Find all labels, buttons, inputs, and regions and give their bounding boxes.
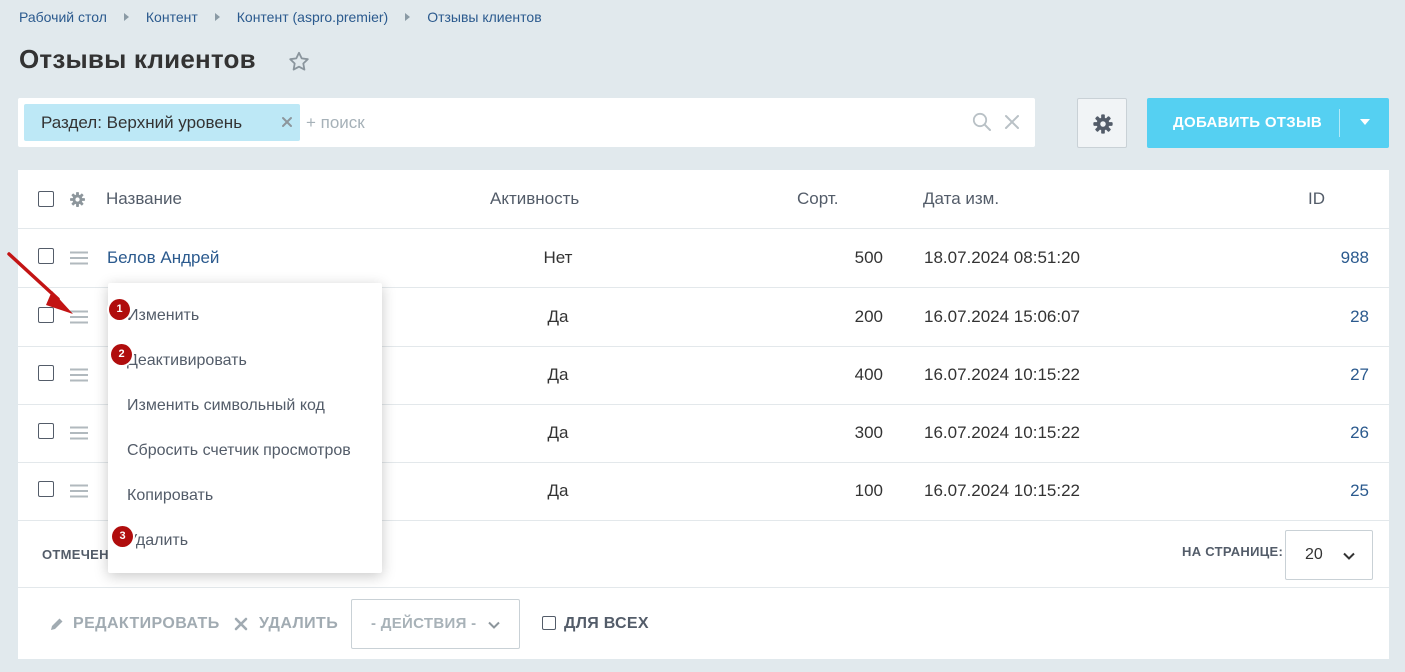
add-review-button[interactable]: ДОБАВИТЬ ОТЗЫВ — [1147, 98, 1389, 148]
column-header-sort[interactable]: Сорт. — [797, 189, 839, 208]
page-title: Отзывы клиентов — [19, 44, 256, 74]
annotation-badge: 3 — [112, 526, 133, 547]
for-all-checkbox[interactable] — [542, 616, 556, 630]
chevron-down-icon — [1343, 552, 1355, 560]
table-row[interactable]: Белов Андрей Нет 500 18.07.2024 08:51:20… — [18, 229, 1389, 288]
row-menu-icon[interactable] — [70, 251, 88, 265]
row-id-link[interactable]: 28 — [1350, 307, 1369, 326]
column-header-name[interactable]: Название — [106, 189, 182, 208]
row-id-link[interactable]: 988 — [1340, 248, 1369, 267]
row-id-link[interactable]: 26 — [1350, 423, 1369, 442]
row-menu-icon[interactable] — [70, 426, 88, 440]
pencil-icon — [51, 618, 63, 630]
row-sort: 500 — [854, 248, 883, 267]
row-menu-icon[interactable] — [70, 368, 88, 382]
row-checkbox[interactable] — [38, 423, 54, 439]
row-checkbox[interactable] — [38, 365, 54, 381]
column-settings-icon[interactable] — [69, 191, 86, 208]
row-context-menu: Изменить Деактивировать Изменить символь… — [108, 283, 382, 573]
breadcrumb-current[interactable]: Отзывы клиентов — [427, 9, 542, 25]
row-sort: 200 — [854, 307, 883, 326]
row-checkbox[interactable] — [38, 481, 54, 497]
search-icon[interactable] — [972, 112, 992, 132]
per-page-value: 20 — [1305, 546, 1323, 563]
row-sort: 100 — [854, 481, 883, 500]
row-menu-icon[interactable] — [70, 484, 88, 498]
breadcrumb-separator-icon — [405, 13, 411, 21]
row-date: 16.07.2024 10:15:22 — [924, 423, 1080, 442]
row-sort: 300 — [854, 423, 883, 442]
row-date: 16.07.2024 10:15:22 — [924, 365, 1080, 384]
actions-select-label: - ДЕЙСТВИЯ - — [371, 615, 477, 632]
star-icon[interactable] — [287, 50, 311, 74]
row-active: Да — [547, 307, 569, 326]
table-row[interactable]: Да 100 16.07.2024 10:15:22 25 — [18, 462, 1389, 521]
menu-item-deactivate[interactable]: Деактивировать — [127, 352, 247, 369]
breadcrumb-content-module[interactable]: Контент (aspro.premier) — [236, 9, 389, 25]
per-page-select[interactable]: 20 — [1285, 530, 1373, 580]
gear-icon — [1093, 114, 1113, 134]
annotation-badge: 2 — [111, 344, 132, 365]
row-sort: 400 — [854, 365, 883, 384]
grid-footer: ОТМЕЧЕН НА СТРАНИЦЕ: 20 — [18, 521, 1389, 588]
menu-item-edit-code[interactable]: Изменить символьный код — [127, 397, 325, 414]
row-name-link[interactable]: Белов Андрей — [107, 248, 220, 267]
row-date: 18.07.2024 08:51:20 — [924, 248, 1080, 267]
breadcrumb-desktop[interactable]: Рабочий стол — [19, 9, 107, 25]
select-all-checkbox[interactable] — [38, 191, 54, 207]
menu-item-reset-views[interactable]: Сбросить счетчик просмотров — [127, 442, 351, 459]
chevron-down-icon — [488, 621, 500, 629]
settings-button[interactable] — [1077, 98, 1127, 148]
search-input[interactable] — [306, 106, 906, 139]
column-header-date[interactable]: Дата изм. — [923, 189, 1000, 208]
close-icon — [234, 617, 248, 631]
group-actions-panel: РЕДАКТИРОВАТЬ УДАЛИТЬ - ДЕЙСТВИЯ - ДЛЯ В… — [18, 589, 1389, 659]
menu-item-copy[interactable]: Копировать — [127, 487, 214, 504]
grid-header: Название Активность Сорт. Дата изм. ID — [18, 170, 1389, 229]
row-date: 16.07.2024 15:06:07 — [924, 307, 1080, 326]
for-all-label[interactable]: ДЛЯ ВСЕХ — [564, 615, 649, 632]
add-review-label: ДОБАВИТЬ ОТЗЫВ — [1173, 114, 1323, 131]
row-active: Да — [547, 365, 569, 384]
breadcrumb-separator-icon — [214, 13, 220, 21]
tag-close-icon[interactable] — [280, 115, 294, 129]
row-active: Да — [547, 481, 569, 500]
breadcrumb-separator-icon — [123, 13, 129, 21]
table-row[interactable]: Да 300 16.07.2024 10:15:22 26 — [18, 404, 1389, 463]
filter-tag[interactable]: Раздел: Верхний уровень — [24, 104, 300, 141]
filter-bar: Раздел: Верхний уровень — [18, 98, 1035, 147]
annotation-arrow-icon — [7, 252, 73, 314]
row-date: 16.07.2024 10:15:22 — [924, 481, 1080, 500]
dropdown-arrow-icon[interactable] — [1360, 119, 1370, 125]
actions-select[interactable]: - ДЕЙСТВИЯ - — [351, 599, 520, 649]
delete-action-button[interactable]: УДАЛИТЬ — [259, 615, 339, 632]
annotation-badge: 1 — [109, 299, 130, 320]
column-header-id[interactable]: ID — [1308, 189, 1325, 208]
menu-item-edit[interactable]: Изменить — [127, 307, 200, 324]
breadcrumb: Рабочий стол Контент Контент (aspro.prem… — [19, 8, 542, 26]
filter-tag-label: Раздел: Верхний уровень — [41, 113, 243, 132]
row-id-link[interactable]: 25 — [1350, 481, 1369, 500]
per-page-label: НА СТРАНИЦЕ: — [1182, 544, 1284, 559]
row-menu-icon[interactable] — [70, 310, 88, 324]
row-active: Нет — [543, 248, 573, 267]
edit-action-button[interactable]: РЕДАКТИРОВАТЬ — [73, 615, 220, 632]
breadcrumb-content[interactable]: Контент — [145, 9, 198, 25]
row-active: Да — [547, 423, 569, 442]
marked-counter-label: ОТМЕЧЕН — [42, 547, 109, 562]
table-row[interactable]: Да 400 16.07.2024 10:15:22 27 — [18, 346, 1389, 405]
table-row[interactable]: Да 200 16.07.2024 15:06:07 28 — [18, 288, 1389, 347]
column-header-active[interactable]: Активность — [490, 189, 580, 208]
menu-item-delete[interactable]: Удалить — [127, 532, 189, 549]
row-checkbox[interactable] — [38, 248, 54, 264]
row-id-link[interactable]: 27 — [1350, 365, 1369, 384]
add-button-divider — [1339, 109, 1340, 137]
row-checkbox[interactable] — [38, 307, 54, 323]
clear-icon[interactable] — [1004, 114, 1020, 130]
